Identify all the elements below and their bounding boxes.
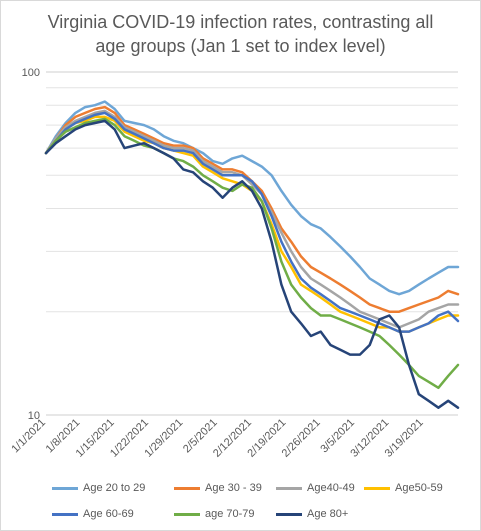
legend-swatch: [52, 512, 78, 516]
legend-swatch: [276, 486, 302, 490]
legend-swatch: [364, 486, 390, 490]
y-tick-label: 100: [22, 67, 40, 79]
legend-item: Age 30 - 39: [174, 482, 262, 494]
series-line: [44, 115, 460, 333]
legend-label: Age40-49: [307, 482, 355, 494]
legend-swatch: [174, 486, 200, 490]
series-line: [44, 117, 460, 390]
legend-item: Age40-49: [276, 482, 355, 494]
legend-label: Age 20 to 29: [83, 482, 146, 494]
chart-title: Virginia COVID-19 infection rates, contr…: [0, 10, 481, 58]
legend-label: age 70-79: [205, 508, 255, 520]
legend-label: Age 80+: [307, 508, 349, 520]
chart-title-line-2: age groups (Jan 1 set to index level): [95, 36, 386, 56]
legend-label: Age50-59: [395, 482, 443, 494]
legend-label: Age 60-69: [83, 508, 134, 520]
y-tick-label: 10: [28, 410, 40, 422]
legend-label: Age 30 - 39: [205, 482, 262, 494]
chart-title-line-1: Virginia COVID-19 infection rates, contr…: [47, 12, 434, 32]
legend-item: Age 20 to 29: [52, 482, 145, 494]
x-tick-label: 1/1/2021: [9, 417, 48, 456]
series-line: [44, 119, 460, 409]
legend-item: Age 60-69: [52, 508, 134, 520]
series-line: [44, 105, 460, 313]
legend-item: Age 80+: [276, 508, 348, 520]
series-line: [44, 100, 460, 296]
legend-swatch: [52, 486, 78, 490]
legend-item: Age50-59: [364, 482, 443, 494]
legend-swatch: [276, 512, 302, 516]
legend-item: age 70-79: [174, 508, 255, 520]
series-line: [44, 111, 460, 333]
legend-swatch: [174, 512, 200, 516]
series-line: [44, 109, 460, 329]
